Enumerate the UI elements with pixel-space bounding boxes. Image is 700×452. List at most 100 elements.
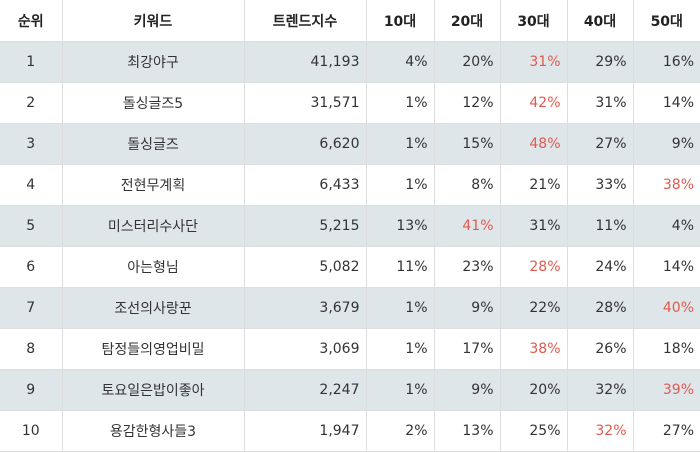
rank-cell: 5: [0, 205, 62, 247]
age-40s-cell: 31%: [566, 82, 633, 124]
age-20s-cell: 41%: [433, 205, 500, 247]
rank-cell: 3: [0, 123, 62, 165]
age-20s-cell: 20%: [433, 41, 500, 83]
age-40s-cell: 29%: [566, 41, 633, 83]
rank-cell: 4: [0, 164, 62, 206]
table-row[interactable]: 7 조선의사랑꾼 3,679 1% 9% 22% 28% 40%: [0, 287, 700, 329]
age-50s-cell: 40%: [632, 287, 700, 329]
rank-cell: 1: [0, 41, 62, 83]
table-row[interactable]: 6 아는형님 5,082 11% 23% 28% 24% 14%: [0, 246, 700, 288]
age-20s-cell: 9%: [433, 287, 500, 329]
age-30s-cell: 48%: [499, 123, 567, 165]
age-50s-cell: 16%: [632, 41, 700, 83]
age-20s-cell: 8%: [433, 164, 500, 206]
age-30s-cell: 22%: [499, 287, 567, 329]
age-30s-cell: 42%: [499, 82, 567, 124]
table-row[interactable]: 3 돌싱글즈 6,620 1% 15% 48% 27% 9%: [0, 123, 700, 165]
table-row[interactable]: 9 토요일은밥이좋아 2,247 1% 9% 20% 32% 39%: [0, 369, 700, 411]
table-header-row: 순위 키워드 트렌드지수 10대 20대 30대 40대 50대: [0, 0, 700, 42]
age-50s-cell: 27%: [632, 410, 700, 452]
table-row[interactable]: 4 전현무계획 6,433 1% 8% 21% 33% 38%: [0, 164, 700, 206]
rank-cell: 10: [0, 410, 62, 452]
trend-index-cell: 41,193: [243, 41, 366, 83]
keyword-link[interactable]: 최강야구: [61, 41, 244, 83]
age-40s-cell: 33%: [566, 164, 633, 206]
age-30s-cell: 20%: [499, 369, 567, 411]
age-20s-cell: 9%: [433, 369, 500, 411]
header-age-20s[interactable]: 20대: [433, 0, 500, 42]
keyword-link[interactable]: 미스터리수사단: [61, 205, 244, 247]
age-40s-cell: 26%: [566, 328, 633, 370]
rank-cell: 7: [0, 287, 62, 329]
trend-index-cell: 31,571: [243, 82, 366, 124]
age-40s-cell: 28%: [566, 287, 633, 329]
age-10s-cell: 1%: [365, 369, 434, 411]
age-10s-cell: 2%: [365, 410, 434, 452]
age-20s-cell: 15%: [433, 123, 500, 165]
age-20s-cell: 23%: [433, 246, 500, 288]
age-10s-cell: 1%: [365, 164, 434, 206]
keyword-link[interactable]: 용감한형사들3: [61, 410, 244, 452]
keyword-link[interactable]: 전현무계획: [61, 164, 244, 206]
trend-index-cell: 3,069: [243, 328, 366, 370]
age-10s-cell: 11%: [365, 246, 434, 288]
keyword-link[interactable]: 조선의사랑꾼: [61, 287, 244, 329]
keyword-link[interactable]: 토요일은밥이좋아: [61, 369, 244, 411]
age-10s-cell: 1%: [365, 82, 434, 124]
age-50s-cell: 14%: [632, 246, 700, 288]
age-30s-cell: 38%: [499, 328, 567, 370]
trend-index-cell: 1,947: [243, 410, 366, 452]
age-30s-cell: 21%: [499, 164, 567, 206]
age-50s-cell: 18%: [632, 328, 700, 370]
age-30s-cell: 28%: [499, 246, 567, 288]
trend-index-cell: 3,679: [243, 287, 366, 329]
keyword-link[interactable]: 아는형님: [61, 246, 244, 288]
age-50s-cell: 9%: [632, 123, 700, 165]
age-30s-cell: 31%: [499, 41, 567, 83]
age-10s-cell: 13%: [365, 205, 434, 247]
age-20s-cell: 12%: [433, 82, 500, 124]
header-age-50s[interactable]: 50대: [632, 0, 700, 42]
age-50s-cell: 14%: [632, 82, 700, 124]
trend-index-cell: 6,620: [243, 123, 366, 165]
age-30s-cell: 25%: [499, 410, 567, 452]
age-40s-cell: 27%: [566, 123, 633, 165]
table-row[interactable]: 2 돌싱글즈5 31,571 1% 12% 42% 31% 14%: [0, 82, 700, 124]
trend-index-cell: 6,433: [243, 164, 366, 206]
keyword-link[interactable]: 탐정들의영업비밀: [61, 328, 244, 370]
age-20s-cell: 17%: [433, 328, 500, 370]
age-10s-cell: 4%: [365, 41, 434, 83]
table-row[interactable]: 5 미스터리수사단 5,215 13% 41% 31% 11% 4%: [0, 205, 700, 247]
table-row[interactable]: 1 최강야구 41,193 4% 20% 31% 29% 16%: [0, 41, 700, 83]
header-trend-index[interactable]: 트렌드지수: [243, 0, 366, 42]
keyword-link[interactable]: 돌싱글즈5: [61, 82, 244, 124]
age-40s-cell: 24%: [566, 246, 633, 288]
keyword-link[interactable]: 돌싱글즈: [61, 123, 244, 165]
age-50s-cell: 38%: [632, 164, 700, 206]
age-40s-cell: 32%: [566, 410, 633, 452]
trend-index-cell: 5,215: [243, 205, 366, 247]
age-10s-cell: 1%: [365, 287, 434, 329]
age-40s-cell: 11%: [566, 205, 633, 247]
rank-cell: 8: [0, 328, 62, 370]
table-row[interactable]: 10 용감한형사들3 1,947 2% 13% 25% 32% 27%: [0, 410, 700, 452]
table-row[interactable]: 8 탐정들의영업비밀 3,069 1% 17% 38% 26% 18%: [0, 328, 700, 370]
header-age-40s[interactable]: 40대: [566, 0, 633, 42]
age-40s-cell: 32%: [566, 369, 633, 411]
rank-cell: 6: [0, 246, 62, 288]
age-50s-cell: 39%: [632, 369, 700, 411]
header-age-30s[interactable]: 30대: [499, 0, 567, 42]
age-50s-cell: 4%: [632, 205, 700, 247]
rank-cell: 9: [0, 369, 62, 411]
trend-index-cell: 5,082: [243, 246, 366, 288]
rank-cell: 2: [0, 82, 62, 124]
age-20s-cell: 13%: [433, 410, 500, 452]
header-rank[interactable]: 순위: [0, 0, 62, 42]
age-10s-cell: 1%: [365, 328, 434, 370]
age-10s-cell: 1%: [365, 123, 434, 165]
header-age-10s[interactable]: 10대: [365, 0, 434, 42]
trend-index-cell: 2,247: [243, 369, 366, 411]
header-keyword[interactable]: 키워드: [61, 0, 244, 42]
table-body: 1 최강야구 41,193 4% 20% 31% 29% 16% 2 돌싱글즈5 31,571 1% 1…: [0, 41, 700, 452]
